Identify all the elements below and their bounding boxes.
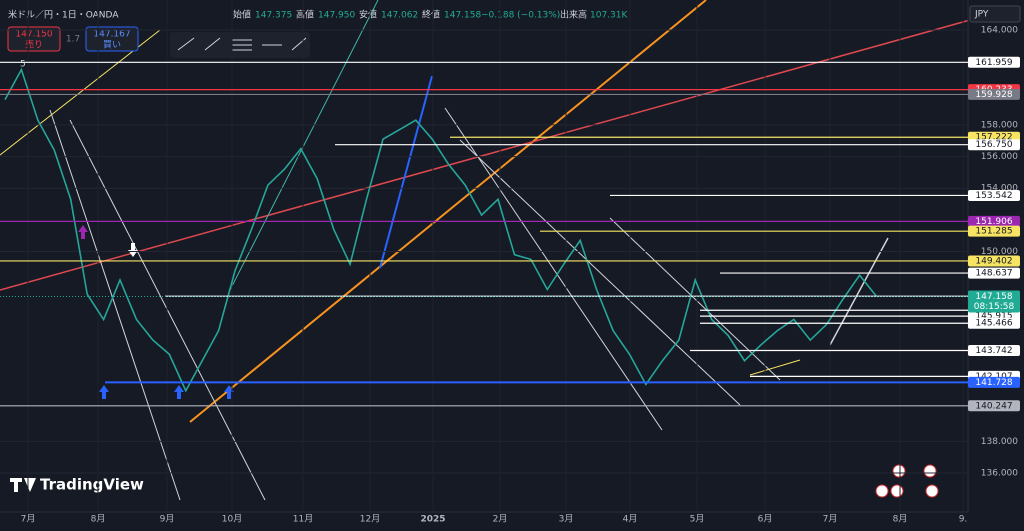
level-label: 145.915 (975, 312, 1012, 322)
y-tick-label: 164.000 (981, 26, 1018, 36)
close-label: 終値 (422, 9, 440, 21)
level-box (968, 400, 1020, 412)
x-tick-label: 9月 (160, 514, 175, 525)
level-box (968, 139, 1020, 151)
current-price-box (968, 290, 1020, 313)
countdown: 08:15:58 (974, 302, 1015, 312)
level-box (968, 317, 1020, 329)
high: 147.950 (318, 11, 355, 21)
x-tick-label: 8月 (893, 514, 908, 525)
level-label: 153.542 (975, 191, 1012, 201)
event-icon (925, 484, 939, 498)
x-tick-label: 2025 (420, 515, 445, 525)
toolbar[interactable] (170, 32, 310, 58)
change: −0.188 (−0.13%) (481, 11, 560, 21)
level-box (968, 345, 1020, 357)
level-label: 149.402 (975, 256, 1012, 266)
indicator-count[interactable]: 5 (20, 60, 26, 70)
high-label: 高値 (296, 9, 314, 21)
currency[interactable]: JPY (974, 10, 989, 20)
level-label: 145.466 (975, 319, 1012, 329)
arrow-up (99, 385, 109, 399)
low: 147.062 (381, 11, 418, 21)
event-icon (892, 464, 906, 478)
level-label: 141.728 (975, 378, 1012, 388)
buy-price[interactable]: 147.167 (93, 30, 130, 40)
event-icons (875, 464, 939, 498)
level-label: 151.906 (975, 217, 1012, 227)
symbol: 米ドル／円・1日・OANDA (8, 9, 119, 21)
level-label: 157.222 (975, 133, 1012, 143)
level-label: 156.750 (975, 140, 1012, 150)
current-price-label: 147.158 (975, 292, 1012, 302)
level-label: 151.285 (975, 227, 1012, 237)
event-icon (890, 484, 904, 498)
level-label: 143.742 (975, 346, 1012, 356)
level-box (968, 88, 1020, 100)
open-label: 始値 (233, 9, 251, 21)
level-box (968, 267, 1020, 279)
level-box (968, 56, 1020, 68)
y-tick-label: 150.000 (981, 247, 1018, 257)
arrow-down (128, 243, 138, 257)
arrow-up (174, 385, 184, 399)
x-tick-label: 8月 (91, 514, 106, 525)
x-tick-label: 5月 (690, 514, 705, 525)
sell-price[interactable]: 147.150 (15, 30, 52, 40)
event-icon (875, 484, 889, 498)
spread: 1.7 (66, 35, 80, 45)
brand-logo (10, 478, 36, 492)
arrow-up (78, 225, 88, 239)
level-box (968, 255, 1020, 267)
x-tick-label: 7月 (823, 514, 838, 525)
sell-label[interactable]: 売り (25, 39, 43, 51)
sell-button[interactable] (7, 26, 61, 52)
x-tick-label: 6月 (758, 514, 773, 525)
y-tick-label: 136.000 (981, 469, 1018, 479)
level-label: 140.247 (975, 401, 1012, 411)
ohlc: 始値 147.375 高値 147.950 安値 147.062 終値 147.… (233, 9, 628, 21)
x-tick-label: 9. (959, 515, 968, 525)
y-tick-label: 138.000 (981, 437, 1018, 447)
open: 147.375 (255, 11, 292, 21)
buy-button[interactable] (85, 26, 139, 52)
level-box (968, 215, 1020, 227)
close: 147.158 (444, 11, 481, 21)
event-icon (923, 464, 937, 478)
x-tick-label: 4月 (623, 514, 638, 525)
currency-select[interactable] (969, 5, 1021, 23)
x-tick-label: 2月 (493, 514, 508, 525)
y-tick-label: 154.000 (981, 184, 1018, 194)
buy-label[interactable]: 買い (103, 40, 121, 51)
x-tick-label: 7月 (21, 514, 36, 525)
level-label: 159.928 (975, 90, 1012, 100)
level-label: 148.637 (975, 269, 1012, 279)
low-label: 安値 (359, 9, 377, 21)
x-tick-label: 11月 (293, 514, 313, 525)
price-line (4, 67, 877, 393)
brand: TradingView (40, 476, 144, 494)
tool-icons[interactable] (177, 37, 307, 51)
volume: 107.31K (590, 11, 628, 21)
level-box (968, 225, 1020, 237)
x-tick-label: 3月 (559, 514, 574, 525)
level-box (968, 189, 1020, 201)
y-tick-label: 156.000 (981, 152, 1018, 162)
volume-label: 出来高 (560, 9, 587, 21)
y-tick-label: 158.000 (981, 120, 1018, 130)
level-box (968, 376, 1020, 388)
x-tick-label: 12月 (360, 514, 380, 525)
level-label: 161.959 (975, 58, 1012, 68)
x-tick-label: 10月 (222, 514, 242, 525)
